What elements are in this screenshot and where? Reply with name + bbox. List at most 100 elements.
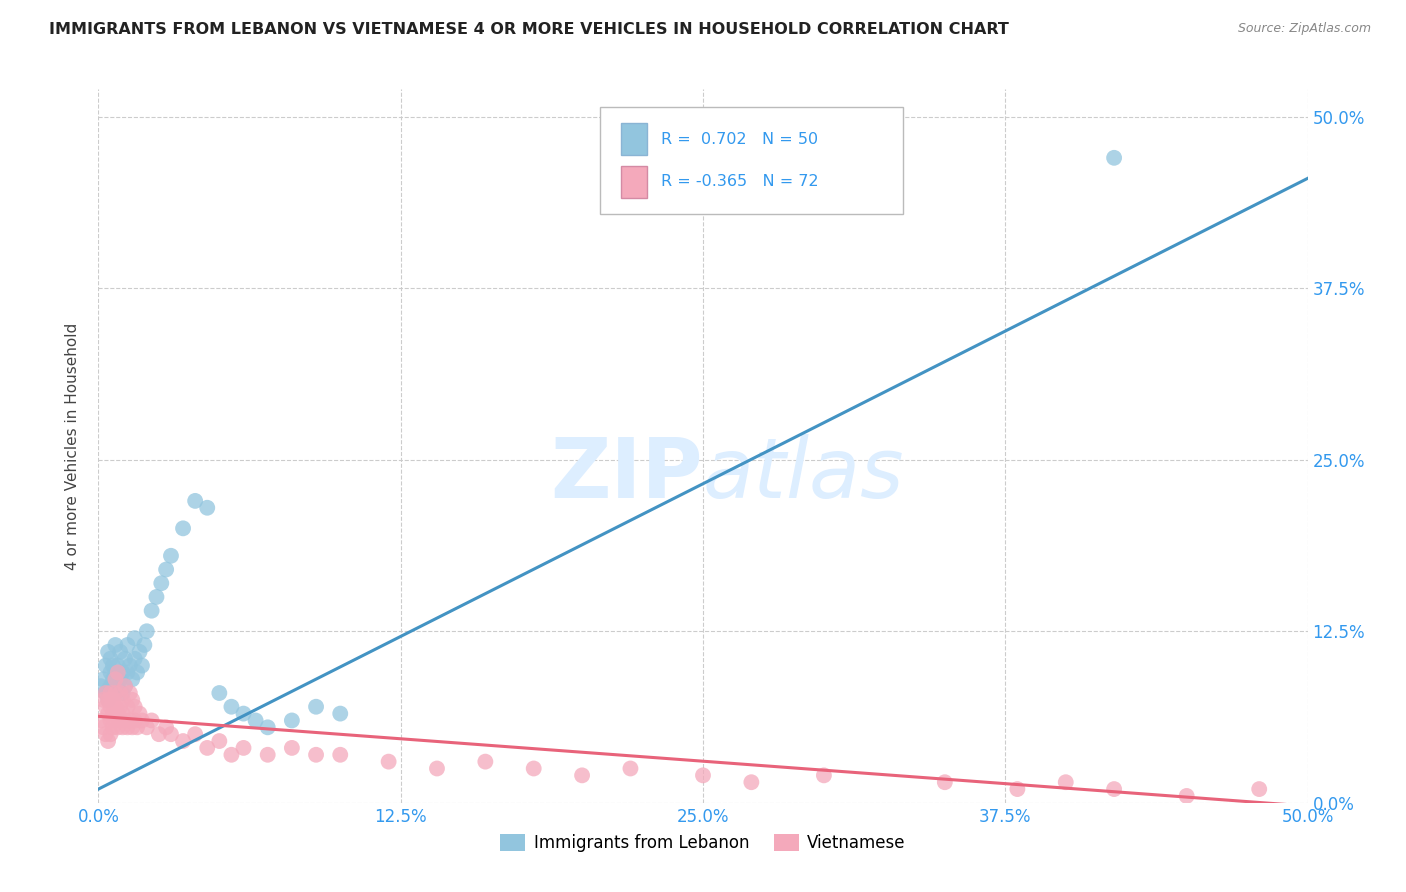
Point [108, 699, 131, 714]
Point [195, 740, 218, 755]
Point [172, 734, 194, 748]
Point [107, 720, 129, 734]
Point [111, 686, 134, 700]
Point [124, 631, 146, 645]
Point [111, 720, 134, 734]
Point [91, 693, 114, 707]
Point [117, 638, 139, 652]
Point [108, 686, 131, 700]
Point [245, 714, 267, 728]
Text: atlas: atlas [703, 434, 904, 515]
Point [150, 576, 173, 591]
Point [124, 714, 146, 728]
Point [127, 720, 149, 734]
Point [172, 521, 194, 535]
Point [101, 673, 124, 687]
Point [281, 740, 304, 755]
Text: Source: ZipAtlas.com: Source: ZipAtlas.com [1237, 22, 1371, 36]
Point [101, 658, 124, 673]
Point [91, 673, 114, 687]
FancyBboxPatch shape [600, 107, 903, 214]
Point [108, 714, 131, 728]
Point [104, 699, 127, 714]
Point [571, 768, 593, 782]
Point [121, 673, 143, 687]
Point [160, 727, 183, 741]
Point [523, 762, 546, 776]
Point [135, 624, 157, 639]
Point [108, 673, 131, 687]
Point [232, 740, 254, 755]
Point [107, 679, 129, 693]
Point [256, 720, 278, 734]
Point [148, 727, 170, 741]
Point [141, 604, 163, 618]
Point [100, 686, 122, 700]
Point [104, 665, 127, 680]
Point [97, 706, 120, 721]
Point [426, 762, 449, 776]
Point [100, 651, 122, 665]
Legend: Immigrants from Lebanon, Vietnamese: Immigrants from Lebanon, Vietnamese [494, 827, 912, 859]
Y-axis label: 4 or more Vehicles in Household: 4 or more Vehicles in Household [65, 322, 80, 570]
Point [305, 747, 328, 762]
Point [131, 658, 153, 673]
Point [131, 714, 153, 728]
Point [256, 747, 278, 762]
Text: R =  0.702   N = 50: R = 0.702 N = 50 [661, 132, 818, 146]
Point [108, 645, 131, 659]
Point [101, 706, 124, 721]
Text: R = -0.365   N = 72: R = -0.365 N = 72 [661, 175, 818, 189]
Point [100, 727, 122, 741]
Point [117, 699, 139, 714]
Point [100, 699, 122, 714]
Point [1249, 782, 1271, 797]
Point [127, 665, 149, 680]
Point [221, 699, 243, 714]
Point [128, 645, 150, 659]
Point [813, 768, 835, 782]
Point [135, 720, 157, 734]
Point [128, 706, 150, 721]
Point [117, 665, 139, 680]
Point [195, 500, 218, 515]
Point [221, 747, 243, 762]
Point [97, 645, 120, 659]
Point [107, 665, 129, 680]
Point [1102, 782, 1125, 797]
Point [104, 686, 127, 700]
Point [184, 494, 207, 508]
Point [107, 658, 129, 673]
Point [208, 686, 231, 700]
Point [111, 693, 134, 707]
Point [104, 638, 127, 652]
Point [100, 679, 122, 693]
Point [111, 706, 134, 721]
Text: ZIP: ZIP [551, 434, 703, 515]
Point [1007, 782, 1029, 797]
Point [100, 714, 122, 728]
Point [90, 679, 112, 693]
Point [329, 706, 352, 721]
Point [208, 734, 231, 748]
Point [114, 651, 136, 665]
Point [94, 686, 117, 700]
Point [934, 775, 956, 789]
Point [160, 549, 183, 563]
Point [114, 679, 136, 693]
Point [134, 638, 156, 652]
Point [117, 720, 139, 734]
Point [155, 562, 177, 576]
Point [124, 651, 146, 665]
Point [114, 679, 136, 693]
Point [107, 706, 129, 721]
Point [100, 665, 122, 680]
FancyBboxPatch shape [621, 166, 647, 198]
Point [91, 720, 114, 734]
Point [121, 720, 143, 734]
Point [118, 714, 141, 728]
Point [101, 720, 124, 734]
Point [118, 686, 141, 700]
Point [90, 714, 112, 728]
Point [474, 755, 496, 769]
